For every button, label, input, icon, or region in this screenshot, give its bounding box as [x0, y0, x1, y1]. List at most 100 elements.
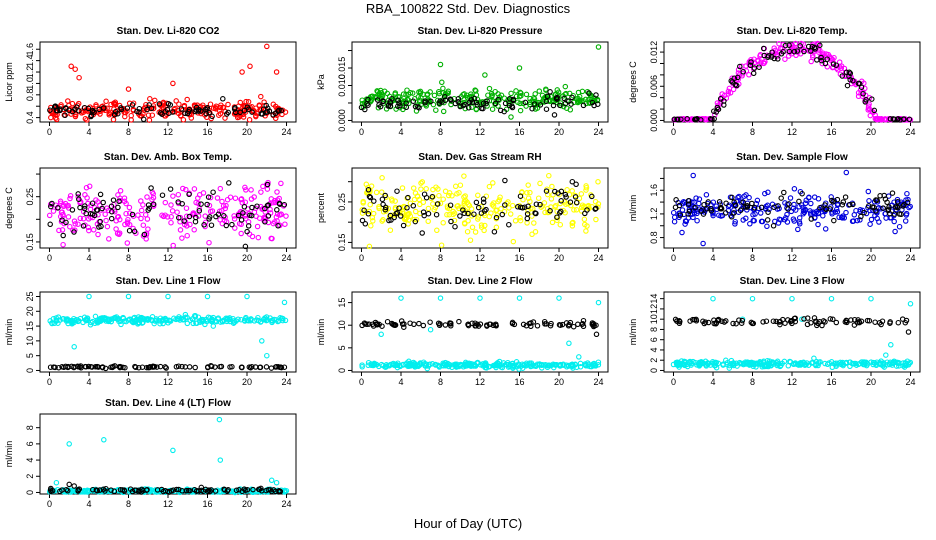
data-point: [275, 318, 281, 325]
data-point: [764, 217, 771, 223]
data-point: [59, 217, 65, 223]
data-point: [177, 227, 184, 233]
data-point: [857, 217, 863, 223]
data-point: [65, 363, 71, 370]
data-point: [789, 295, 795, 302]
data-point: [898, 211, 904, 218]
data-point: [194, 102, 201, 108]
data-point: [866, 318, 873, 324]
data-point: [98, 223, 104, 230]
data-point: [195, 213, 202, 219]
data-point: [59, 364, 65, 370]
data-point: [834, 209, 841, 215]
data-point: [674, 318, 680, 324]
data-point: [777, 45, 784, 52]
data-point: [207, 214, 213, 220]
data-point: [67, 195, 73, 202]
data-point: [88, 319, 94, 326]
data-point: [183, 213, 190, 220]
data-point: [694, 210, 700, 217]
data-point: [546, 172, 552, 179]
data-point: [694, 217, 700, 224]
y-tick-label: 0: [25, 368, 35, 373]
data-point: [756, 360, 762, 366]
data-point: [895, 204, 901, 211]
data-point: [702, 319, 709, 325]
data-point: [225, 109, 231, 116]
data-point: [849, 360, 855, 367]
data-point: [260, 205, 266, 212]
y-tick-label: 0.8: [25, 89, 35, 102]
data-point: [499, 211, 506, 218]
data-point: [569, 363, 575, 370]
data-point: [463, 361, 469, 368]
data-point: [186, 364, 193, 370]
data-point: [532, 210, 538, 216]
data-point: [480, 196, 487, 202]
data-point: [81, 205, 88, 212]
data-point: [168, 202, 174, 208]
data-point: [215, 315, 222, 321]
data-point: [268, 477, 275, 484]
data-point: [253, 113, 259, 120]
data-point: [523, 360, 530, 367]
data-point: [432, 362, 439, 368]
data-point: [492, 88, 498, 95]
data-point: [383, 364, 389, 370]
data-point: [671, 214, 678, 221]
data-point: [378, 189, 385, 195]
data-point: [379, 175, 385, 181]
data-point: [813, 362, 819, 369]
data-point: [274, 189, 280, 195]
data-point: [829, 197, 835, 204]
data-point: [475, 204, 482, 211]
y-tick-label: 0.15: [337, 234, 347, 252]
data-point: [184, 320, 191, 327]
data-point: [782, 56, 788, 62]
data-point: [209, 208, 216, 214]
data-point: [143, 487, 150, 493]
data-point: [272, 364, 279, 370]
data-point: [105, 207, 112, 214]
data-point: [260, 316, 267, 323]
data-point: [714, 104, 721, 111]
data-point: [717, 98, 724, 105]
data-point: [437, 200, 444, 207]
x-axis-label: Hour of Day (UTC): [413, 516, 523, 531]
data-point: [368, 362, 375, 369]
data-point: [711, 362, 718, 369]
data-point: [245, 223, 252, 229]
data-point: [162, 364, 168, 370]
data-point: [469, 224, 476, 231]
data-point: [483, 206, 489, 213]
data-point: [525, 203, 531, 210]
data-point: [465, 210, 471, 217]
x-tick-label: 8: [126, 377, 131, 387]
data-point: [566, 340, 572, 347]
data-point: [366, 243, 373, 250]
data-point: [90, 227, 97, 233]
data-point: [461, 91, 467, 97]
data-point: [125, 293, 132, 300]
data-point: [217, 185, 224, 192]
data-point: [184, 96, 190, 103]
data-point: [72, 221, 78, 227]
data-point: [510, 362, 517, 369]
data-point: [435, 320, 442, 327]
data-point: [584, 223, 590, 229]
x-tick-label: 8: [126, 253, 131, 263]
data-point: [184, 314, 190, 321]
data-point: [425, 205, 432, 212]
data-point: [759, 364, 765, 370]
data-point: [725, 91, 731, 97]
data-point: [386, 217, 392, 224]
data-point: [478, 222, 485, 228]
data-point: [241, 486, 248, 492]
y-axis-label: ml/min: [4, 441, 14, 468]
data-point: [584, 207, 590, 213]
panel-title: Stan. Dev. Gas Stream RH: [418, 152, 541, 163]
x-tick-label: 12: [163, 127, 173, 137]
data-point: [111, 315, 117, 321]
data-point: [776, 319, 783, 325]
y-axis-label: ml/min: [4, 319, 14, 346]
